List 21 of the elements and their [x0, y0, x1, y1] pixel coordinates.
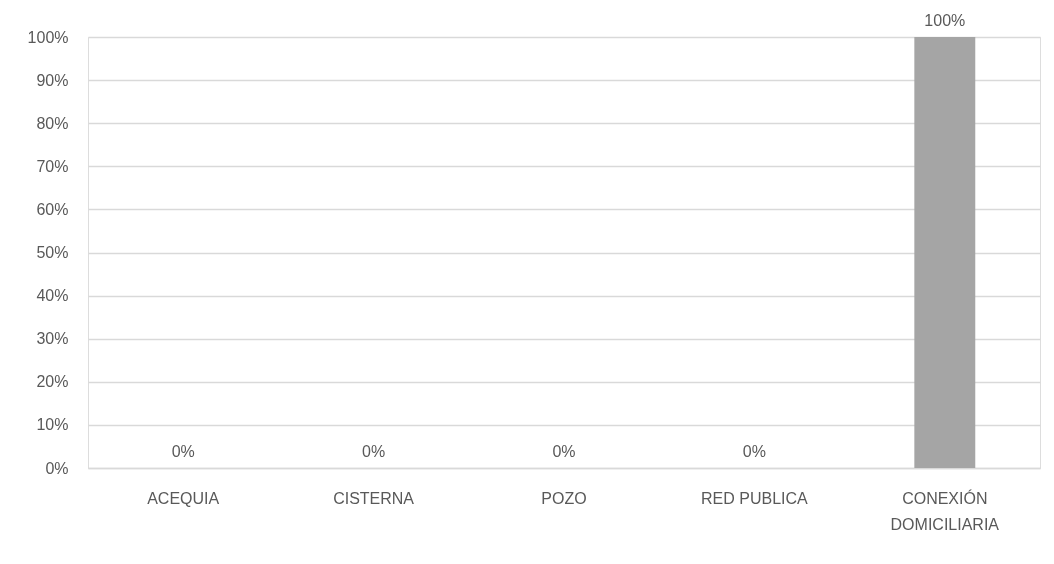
- data-label: 0%: [171, 443, 195, 460]
- data-label: 100%: [924, 12, 966, 29]
- x-tick-label: CONEXIÓN DOMICILIARIA: [890, 488, 1000, 533]
- data-label: 0%: [552, 443, 576, 460]
- x-tick-label: ACEQUIA: [147, 489, 220, 507]
- y-tick-label: 90%: [36, 71, 69, 89]
- x-tick-label: RED PUBLICA: [701, 489, 809, 507]
- y-tick-label: 40%: [36, 287, 69, 305]
- y-tick-label: 10%: [36, 416, 69, 434]
- y-tick-label: 80%: [36, 114, 69, 132]
- data-label: 0%: [742, 443, 766, 460]
- x-tick-label: CISTERNA: [333, 489, 415, 507]
- y-tick-label: 0%: [45, 459, 69, 477]
- y-tick-label: 100%: [27, 28, 69, 46]
- y-tick-label: 20%: [36, 373, 69, 391]
- y-tick-label: 50%: [36, 244, 69, 261]
- y-tick-label: 30%: [36, 330, 69, 348]
- x-tick-label: POZO: [541, 489, 587, 507]
- data-label: 0%: [362, 443, 386, 460]
- y-tick-label: 60%: [36, 200, 69, 218]
- y-tick-label: 70%: [36, 157, 69, 175]
